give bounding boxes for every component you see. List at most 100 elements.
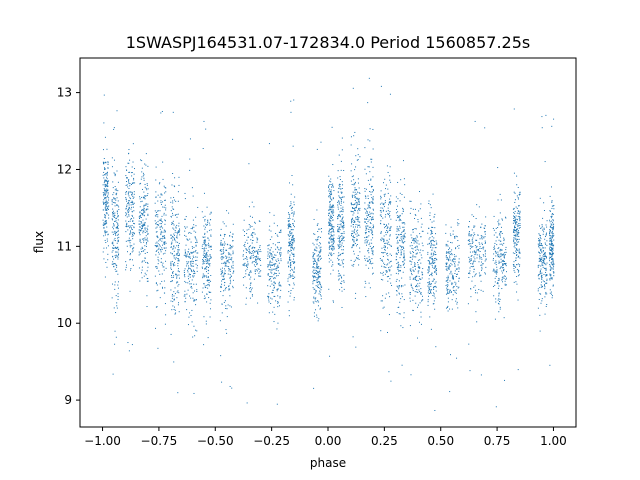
data-point (365, 208, 367, 210)
data-point (291, 212, 293, 214)
data-point (435, 281, 437, 283)
data-point (171, 253, 173, 255)
data-point (207, 279, 209, 281)
data-point (129, 231, 131, 233)
data-point (482, 290, 484, 292)
data-point (194, 260, 196, 262)
data-point (450, 235, 452, 237)
data-point (499, 234, 501, 236)
data-point (292, 237, 294, 239)
data-point (105, 206, 107, 208)
data-point (114, 205, 116, 207)
data-point (320, 257, 322, 259)
data-point (540, 293, 542, 295)
data-point (129, 230, 131, 232)
data-point (125, 225, 127, 227)
data-point (396, 290, 398, 292)
data-point (367, 236, 369, 238)
data-point (191, 321, 193, 323)
data-point (220, 249, 222, 251)
data-point (498, 298, 500, 300)
data-point (105, 202, 107, 204)
data-point (188, 280, 190, 282)
data-point (195, 231, 197, 233)
data-point (288, 238, 290, 240)
data-point (251, 247, 253, 249)
data-point (178, 271, 180, 273)
data-point (107, 253, 109, 255)
data-point (549, 246, 551, 248)
data-point (365, 227, 367, 229)
data-point (337, 208, 339, 210)
data-point (483, 227, 485, 229)
data-point (245, 252, 247, 254)
data-point (159, 182, 161, 184)
data-point (412, 251, 414, 253)
data-point (367, 102, 369, 104)
data-point (398, 292, 400, 294)
data-point (163, 214, 165, 216)
data-point (505, 217, 507, 219)
data-point (516, 219, 518, 221)
data-point (539, 286, 541, 288)
data-point (396, 278, 398, 280)
data-point (396, 237, 398, 239)
data-point (242, 264, 244, 266)
data-point (331, 199, 333, 201)
data-point (546, 269, 548, 271)
data-point (171, 184, 173, 186)
data-point (245, 303, 247, 305)
data-point (496, 282, 498, 284)
data-point (113, 192, 115, 194)
data-point (156, 284, 158, 286)
data-point (357, 178, 359, 180)
data-point (280, 248, 282, 250)
data-point (246, 264, 248, 266)
data-point (540, 275, 542, 277)
data-point (317, 260, 319, 262)
data-point (397, 270, 399, 272)
data-point (105, 242, 107, 244)
data-point (244, 246, 246, 248)
data-point (452, 275, 454, 277)
data-point (232, 267, 234, 269)
data-point (513, 108, 515, 110)
data-point (414, 247, 416, 249)
data-point (476, 321, 478, 323)
data-point (203, 263, 205, 265)
data-point (146, 295, 148, 297)
data-point (540, 250, 542, 252)
data-point (432, 254, 434, 256)
data-point (494, 277, 496, 279)
data-point (317, 279, 319, 281)
data-point (145, 274, 147, 276)
data-point (373, 190, 374, 192)
data-point (332, 219, 334, 221)
data-point (195, 256, 197, 258)
data-point (382, 203, 384, 205)
data-point (516, 248, 518, 250)
data-point (544, 268, 546, 270)
data-point (193, 273, 195, 275)
data-point (330, 222, 332, 224)
data-point (409, 268, 411, 270)
data-point (170, 246, 172, 248)
data-point (427, 290, 429, 292)
data-point (549, 210, 551, 212)
data-point (170, 237, 172, 239)
data-point (114, 175, 116, 177)
data-point (228, 270, 230, 272)
data-point (171, 295, 173, 297)
data-point (368, 235, 370, 237)
data-point (412, 231, 414, 233)
data-point (431, 264, 433, 266)
data-point (117, 298, 119, 300)
data-point (270, 271, 272, 273)
data-point (551, 250, 552, 252)
data-point (321, 231, 323, 233)
data-point (210, 249, 212, 250)
data-point (287, 249, 289, 251)
data-point (352, 207, 354, 209)
data-point (328, 185, 330, 187)
data-point (192, 195, 194, 197)
